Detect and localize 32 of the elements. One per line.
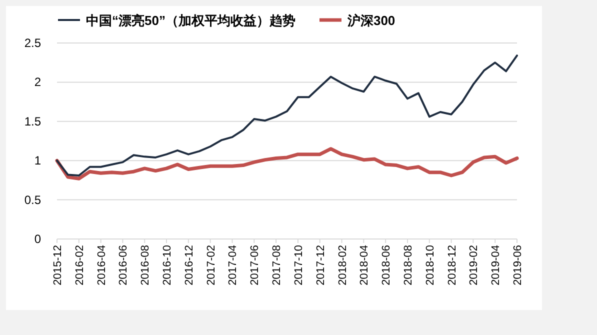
x-tick-label: 2018-12 bbox=[446, 245, 458, 286]
y-tick-label: 2 bbox=[34, 75, 42, 90]
x-tick-label: 2017-06 bbox=[249, 245, 262, 286]
x-tick-label: 2016-04 bbox=[96, 245, 108, 286]
x-tick-label: 2015-12 bbox=[52, 245, 64, 286]
y-tick-label: 0 bbox=[34, 232, 42, 246]
x-tick-label: 2019-04 bbox=[490, 245, 502, 286]
x-tick-label: 2018-06 bbox=[380, 245, 393, 286]
x-tick-label: 2016-12 bbox=[183, 245, 196, 286]
x-tick-label: 2017-12 bbox=[314, 245, 327, 286]
y-tick-label: 1.5 bbox=[24, 114, 42, 128]
x-tick-label: 2016-02 bbox=[74, 245, 86, 286]
legend-label: 中国“漂亮50”（加权平均收益）趋势 bbox=[86, 13, 296, 28]
legend-label: 沪深300 bbox=[346, 13, 396, 28]
x-tick-label: 2017-08 bbox=[271, 245, 284, 286]
y-tick-label: 0.5 bbox=[24, 192, 42, 207]
y-tick-label: 2.5 bbox=[24, 36, 42, 50]
x-tick-label: 2018-10 bbox=[424, 245, 436, 286]
x-tick-label: 2016-08 bbox=[140, 245, 152, 286]
x-tick-label: 2016-10 bbox=[162, 245, 174, 286]
x-tick-label: 2018-08 bbox=[402, 245, 414, 286]
x-tick-label: 2019-02 bbox=[468, 245, 480, 286]
y-tick-label: 1 bbox=[34, 154, 42, 168]
line-series bbox=[55, 147, 519, 180]
x-tick-label: 2018-02 bbox=[336, 245, 349, 286]
x-tick-label: 2017-10 bbox=[292, 245, 305, 286]
x-tick-label: 2019-06 bbox=[512, 245, 524, 286]
x-tick-label: 2017-04 bbox=[227, 245, 240, 286]
x-tick-label: 2018-04 bbox=[358, 245, 371, 286]
x-tick-label: 2017-02 bbox=[205, 245, 218, 286]
line-series bbox=[56, 54, 518, 176]
x-tick-label: 2016-06 bbox=[118, 245, 130, 286]
